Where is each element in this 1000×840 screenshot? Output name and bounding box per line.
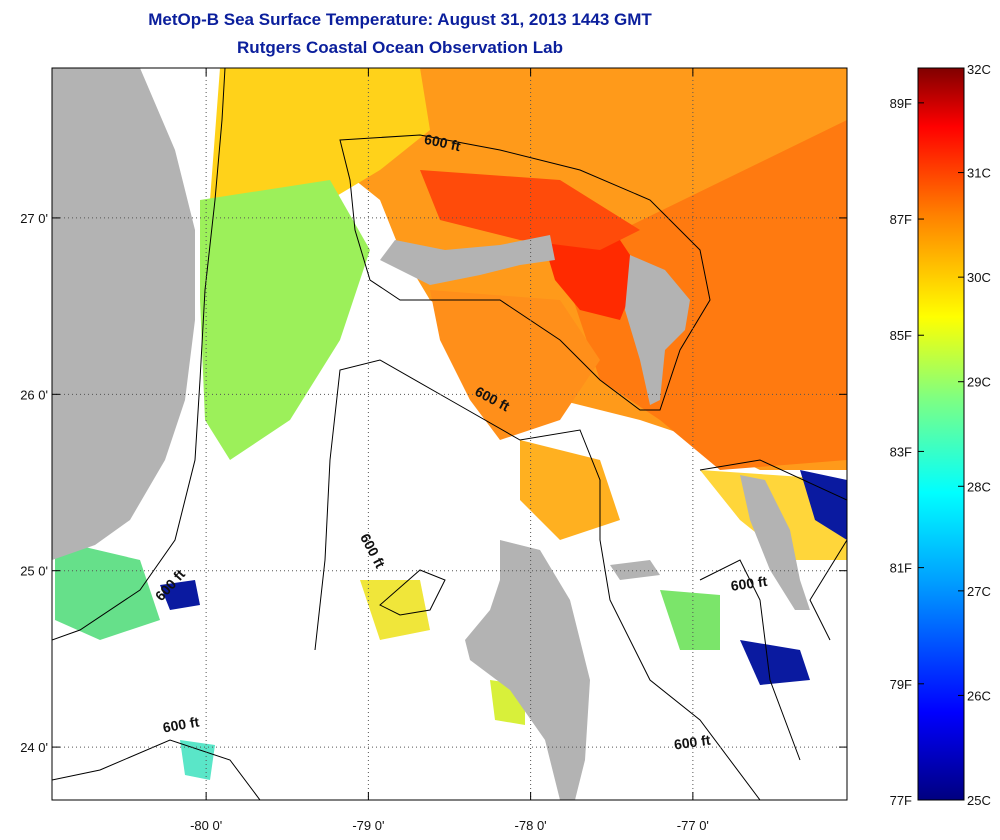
land-eleuthera — [740, 475, 810, 610]
contour-label-600ft: 600 ft — [730, 573, 769, 594]
lon-tick-label: -77 0' — [677, 818, 709, 833]
land-andros — [465, 540, 590, 800]
land-small-island — [610, 560, 660, 580]
map-subtitle: Rutgers Coastal Ocean Observation Lab — [237, 38, 563, 57]
sst-region-central-orange — [430, 290, 600, 440]
contour-label-600ft: 600 ft — [673, 732, 712, 753]
sst-region-east-orange — [560, 120, 847, 470]
lat-tick-label: 27 0' — [20, 211, 48, 226]
sst-region-bottom-cyan — [180, 740, 215, 780]
lon-tick-label: -79 0' — [352, 818, 384, 833]
contour-label-600ft: 600 ft — [162, 713, 201, 735]
contour-florida-shelf — [52, 68, 226, 641]
graticule — [52, 68, 847, 800]
colorbar-label-celsius: 28C — [967, 479, 991, 494]
contour-little-bahama-bank — [339, 134, 711, 411]
map-title: MetOp-B Sea Surface Temperature: August … — [148, 10, 652, 29]
contour-southeast — [699, 559, 801, 761]
axis-ticks — [52, 68, 847, 800]
colorbar-label-celsius: 26C — [967, 688, 991, 703]
sst-region-south-orange — [520, 440, 620, 540]
sst-field — [55, 68, 847, 780]
sst-region-west-green — [200, 180, 370, 460]
sst-region-hot-core — [540, 225, 640, 320]
colorbar-label-fahrenheit: 77F — [890, 793, 912, 808]
colorbar-label-celsius: 27C — [967, 584, 991, 599]
sst-region-cool-southwest — [160, 580, 200, 610]
colorbar-label-fahrenheit: 85F — [890, 328, 912, 343]
contour-bottom — [52, 739, 261, 800]
colorbar-label-celsius: 32C — [967, 62, 991, 77]
depth-contours — [52, 68, 847, 800]
contour-great-bahama-bank — [314, 359, 761, 800]
sst-region-southern-green — [660, 590, 720, 650]
contour-label-600ft: 600 ft — [423, 131, 462, 154]
sst-region-cool-southeast — [740, 640, 810, 685]
lat-tick-label: 26 0' — [20, 387, 48, 402]
colorbar-gradient — [917, 67, 965, 801]
contour-east — [699, 459, 847, 641]
colorbar-labels: 32C 31C 30C 29C 28C 27C 26C 25C 89F 87F 85F 83F 81F 7… — [890, 62, 991, 808]
lon-tick-label: -78 0' — [515, 818, 547, 833]
colorbar-label-fahrenheit: 81F — [890, 561, 912, 576]
lat-tick-label: 25 0' — [20, 564, 48, 579]
lon-tick-label: -80 0' — [190, 818, 222, 833]
colorbar-label-celsius: 30C — [967, 270, 991, 285]
colorbar-label-celsius: 29C — [967, 375, 991, 390]
lat-tick-label: 24 0' — [20, 740, 48, 755]
sst-region-southern-yellow-2 — [360, 580, 430, 640]
sst-region-red-north — [420, 170, 640, 250]
land-abaco — [625, 255, 690, 405]
sst-region-west-coastal-green — [55, 540, 160, 640]
colorbar-label-fahrenheit: 83F — [890, 444, 912, 459]
colorbar-label-celsius: 31C — [967, 166, 991, 181]
land-masses — [52, 68, 810, 800]
axis-labels: -80 0' -79 0' -78 0' -77 0' 27 0' 26 0' 25 0' 2… — [20, 211, 709, 833]
colorbar-label-fahrenheit: 87F — [890, 212, 912, 227]
map-frame — [51, 67, 848, 801]
contour-south-loop — [379, 569, 446, 616]
sst-region-cool-east — [800, 470, 847, 540]
colorbar-label-fahrenheit: 89F — [890, 96, 912, 111]
colorbar: 32C 31C 30C 29C 28C 27C 26C 25C 89F 87F 85F 83F 81F 7… — [890, 62, 991, 808]
colorbar-label-celsius: 25C — [967, 793, 991, 808]
colorbar-label-fahrenheit: 79F — [890, 677, 912, 692]
land-grand-bahama — [380, 235, 555, 285]
land-florida — [52, 68, 195, 560]
